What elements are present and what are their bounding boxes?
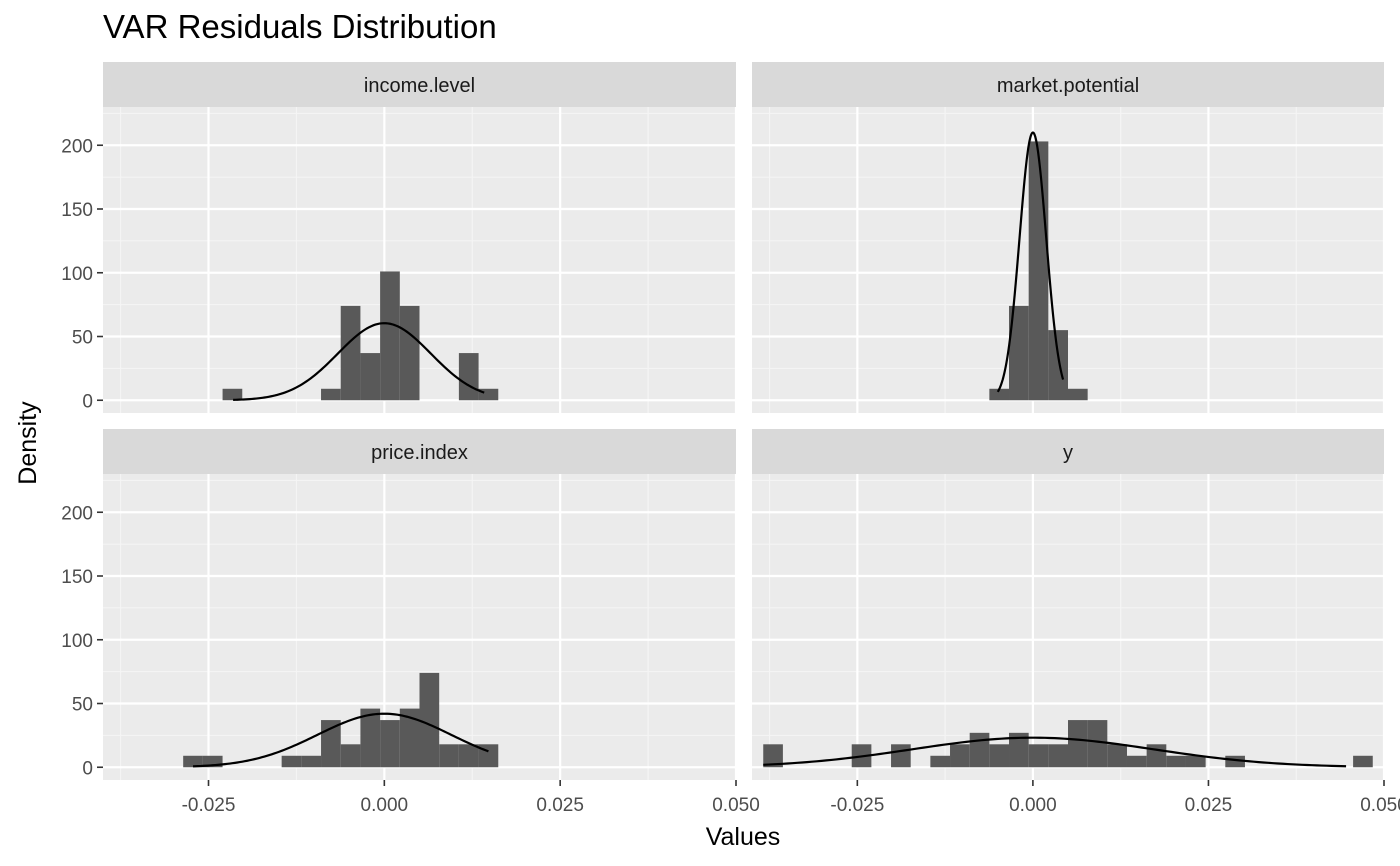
y-tick-label: 0 <box>82 391 93 412</box>
histogram-bar <box>321 720 341 768</box>
y-tick-label: 150 <box>61 200 93 221</box>
histogram-bar <box>399 708 420 768</box>
histogram-bar <box>969 732 990 768</box>
density-curve <box>996 131 1065 393</box>
facet-strip <box>752 429 1384 474</box>
histogram-bar <box>989 744 1010 768</box>
histogram-bar <box>321 388 341 401</box>
histogram-bar <box>281 755 302 768</box>
histogram-bar <box>340 744 361 768</box>
histogram-bar <box>301 755 322 768</box>
histogram-bar <box>1028 141 1049 401</box>
chart-title: VAR Residuals Distribution <box>103 8 497 45</box>
histogram-bar <box>380 720 400 768</box>
histogram-bar <box>478 388 499 401</box>
x-tick-label: 0.000 <box>1009 795 1057 816</box>
facet-strip <box>103 429 736 474</box>
x-tick-label: 0.050 <box>712 795 760 816</box>
y-axis-title: Density <box>14 401 42 485</box>
x-axis-title: Values <box>706 823 781 851</box>
histogram-bar <box>1166 755 1186 768</box>
facet-label: market.potential <box>997 75 1139 97</box>
histogram-bar <box>360 708 381 768</box>
x-tick-label: 0.025 <box>536 795 584 816</box>
histogram-bar <box>1068 388 1088 401</box>
facet-label: y <box>1063 442 1073 464</box>
histogram-bar <box>399 305 420 401</box>
x-tick-label: -0.025 <box>830 795 884 816</box>
histogram-bar <box>930 755 951 768</box>
facet-label: price.index <box>371 442 468 464</box>
histogram-bar <box>1028 744 1049 768</box>
x-tick-label: 0.025 <box>1185 795 1233 816</box>
density-curve <box>763 736 1347 768</box>
histogram-bar <box>1048 330 1068 401</box>
density-curve <box>192 712 489 768</box>
y-tick-label: 50 <box>72 695 93 716</box>
facet-strip <box>103 62 736 107</box>
histogram-bar <box>1048 744 1068 768</box>
histogram-bar <box>183 755 203 768</box>
histogram-bar <box>202 755 223 768</box>
histogram-bar <box>1087 720 1108 768</box>
histogram-bar <box>1353 755 1373 768</box>
histogram-bar <box>1009 305 1029 401</box>
histogram-bar <box>458 353 479 401</box>
x-tick-label: 0.050 <box>1360 795 1400 816</box>
histogram-bar <box>989 388 1010 401</box>
y-tick-label: 0 <box>82 758 93 779</box>
histogram-bar <box>458 744 479 768</box>
histogram-bar <box>419 672 440 768</box>
y-tick-label: 50 <box>72 328 93 349</box>
histogram-bar <box>1068 720 1088 768</box>
histogram-bar <box>360 353 381 401</box>
histogram-bar <box>1225 755 1245 768</box>
histogram-bar <box>439 744 459 768</box>
histogram-bar <box>222 388 243 401</box>
x-tick-label: 0.000 <box>361 795 409 816</box>
x-tick-label: -0.025 <box>182 795 236 816</box>
histogram-bar <box>340 305 361 401</box>
y-tick-label: 200 <box>61 136 93 157</box>
histogram-bar <box>1126 755 1147 768</box>
y-tick-label: 100 <box>61 631 93 652</box>
histogram-bar <box>763 744 783 768</box>
y-tick-label: 100 <box>61 264 93 285</box>
facet-label: income.level <box>364 75 475 97</box>
histogram-bar <box>1009 732 1029 768</box>
histogram-bar <box>1107 744 1127 768</box>
y-tick-label: 150 <box>61 567 93 588</box>
histogram-bar <box>380 271 400 401</box>
y-tick-label: 200 <box>61 503 93 524</box>
facet-strip <box>752 62 1384 107</box>
histogram-bar <box>950 744 970 768</box>
density-curve <box>233 322 485 401</box>
histogram-bar <box>891 744 911 768</box>
histogram-bar <box>1185 755 1206 768</box>
